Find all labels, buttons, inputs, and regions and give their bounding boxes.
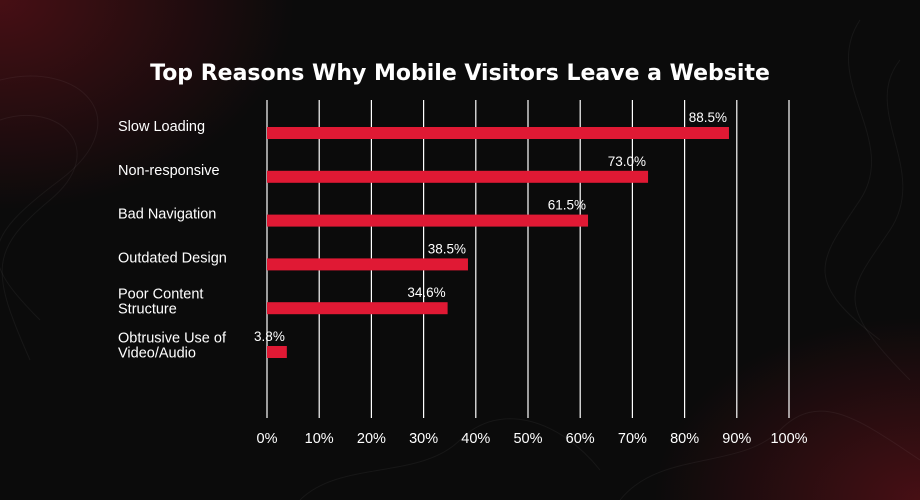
x-tick-label: 20% (357, 431, 386, 447)
x-tick-label: 30% (409, 431, 438, 447)
bar (267, 302, 448, 315)
category-label: Obtrusive Use of (118, 331, 227, 347)
bar (267, 258, 468, 271)
x-tick-label: 60% (566, 431, 595, 447)
category-label: Video/Audio (118, 346, 196, 362)
category-label: Poor Content (118, 287, 203, 303)
x-tick-label: 80% (670, 431, 699, 447)
bar (267, 170, 649, 183)
bar (267, 346, 287, 358)
value-label: 34.6% (407, 285, 445, 300)
value-label: 61.5% (548, 198, 586, 213)
category-label: Non-responsive (118, 163, 220, 179)
category-labels: Slow Loading Non-responsive Bad Navigation… (118, 119, 227, 362)
gridlines (266, 100, 790, 418)
x-tick-label: 10% (305, 431, 334, 447)
x-tick-label: 50% (513, 431, 542, 447)
x-tick-label: 70% (618, 431, 647, 447)
value-labels: 88.5% 73.0% 61.5% 38.5% 34.6% 3.8% (254, 110, 727, 344)
chart-title: Top Reasons Why Mobile Visitors Leave a … (150, 61, 770, 86)
x-tick-label: 40% (461, 431, 490, 447)
x-tick-label: 100% (770, 431, 807, 447)
bar (267, 214, 589, 227)
value-label: 88.5% (689, 110, 727, 125)
x-axis-tick-labels: 0% 10% 20% 30% 40% 50% 60% 70% 80% 90% 100% (257, 431, 808, 447)
x-tick-label: 90% (722, 431, 751, 447)
bar (267, 127, 729, 139)
value-label: 3.8% (254, 329, 285, 344)
category-label: Bad Navigation (118, 207, 216, 223)
value-label: 73.0% (608, 154, 646, 169)
background-contours (0, 19, 920, 500)
category-label: Structure (118, 302, 177, 318)
bars (267, 127, 729, 358)
category-label: Outdated Design (118, 250, 227, 266)
category-label: Slow Loading (118, 119, 205, 135)
x-tick-label: 0% (257, 431, 278, 447)
value-label: 38.5% (428, 241, 466, 256)
